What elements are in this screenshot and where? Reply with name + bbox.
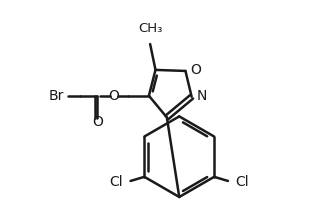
Text: O: O	[191, 63, 202, 77]
Text: N: N	[197, 89, 207, 103]
Text: Cl: Cl	[109, 175, 123, 189]
Text: Br: Br	[48, 89, 63, 103]
Text: O: O	[92, 115, 103, 129]
Text: O: O	[109, 89, 120, 103]
Text: Cl: Cl	[235, 175, 249, 189]
Text: CH₃: CH₃	[138, 22, 162, 35]
